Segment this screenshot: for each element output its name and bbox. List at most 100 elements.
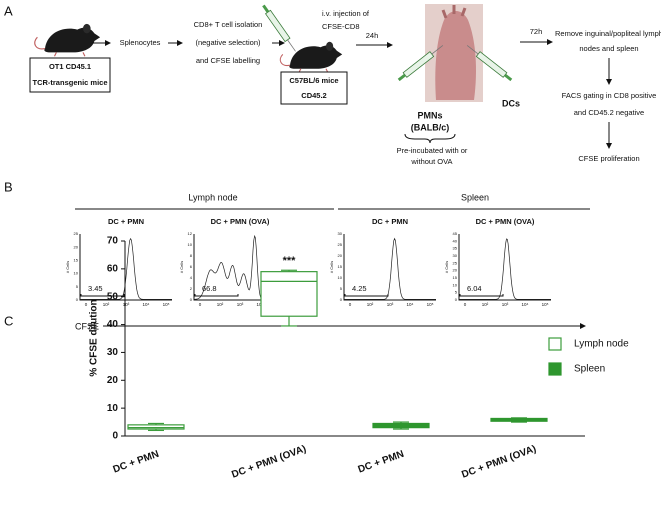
time-label: 72h — [530, 27, 543, 36]
significance: *** — [283, 255, 297, 267]
injection-text: i.v. injection of — [322, 9, 370, 18]
y-tick-label: 30 — [107, 347, 119, 358]
histogram-y-tick: 0 — [76, 297, 79, 302]
histogram-x-tick: 0 — [464, 302, 467, 307]
x-tick-label: DC + PMN — [112, 449, 161, 476]
histogram-x-tick: 10⁵ — [542, 302, 549, 307]
box — [260, 271, 318, 317]
histogram-x-tick: 10³ — [387, 302, 394, 307]
histogram-title: DC + PMN (OVA) — [211, 217, 270, 226]
histogram-y-tick: 5 — [340, 286, 343, 291]
histogram-x-tick: 10² — [103, 302, 110, 307]
histogram-y-tick: 40 — [453, 238, 458, 243]
histogram-curve — [80, 237, 172, 300]
gate-value: 66.8 — [202, 284, 217, 293]
histogram-title: DC + PMN — [108, 217, 144, 226]
mouse-icon — [34, 23, 101, 57]
gate-value: 3.45 — [88, 284, 103, 293]
histogram-y-tick: 6 — [190, 264, 193, 269]
histogram-y-tick: 0 — [190, 297, 193, 302]
histogram-y-tick: 30 — [453, 253, 458, 258]
histogram-y-tick: 0 — [340, 297, 343, 302]
panel-label: C — [4, 313, 13, 328]
panel-label: A — [4, 3, 13, 18]
legend-swatch — [548, 337, 562, 351]
histogram-y-tick: 0 — [455, 297, 458, 302]
group-title: Lymph node — [188, 192, 237, 202]
toes — [441, 5, 467, 19]
histogram-axes — [193, 234, 286, 301]
histogram-title: DC + PMN (OVA) — [476, 217, 535, 226]
preincubation-text: without OVA — [410, 157, 452, 166]
histogram-axes — [458, 234, 551, 301]
box — [372, 422, 430, 429]
time-label: 24h — [366, 31, 379, 40]
histogram-x-tick: 10³ — [502, 302, 509, 307]
histogram-x-tick: 10² — [217, 302, 224, 307]
donor-text: OT1 CD45.1 — [49, 62, 91, 71]
box — [127, 424, 185, 430]
gate — [80, 294, 125, 297]
dc-label: DCs — [502, 98, 520, 108]
x-tick-label: DC + PMN (OVA) — [230, 444, 307, 481]
histogram-x-tick: 10⁵ — [427, 302, 434, 307]
histogram-y-tick: 2 — [190, 286, 193, 291]
histogram-y-label: # Cells — [329, 261, 334, 273]
histogram-y-tick: 15 — [453, 275, 458, 280]
recipient-text: CD45.2 — [301, 91, 326, 100]
histogram-y-tick: 20 — [338, 253, 343, 258]
histogram-y-tick: 20 — [453, 268, 458, 273]
histogram-x-tick: 10⁴ — [257, 302, 264, 307]
group-title: Spleen — [461, 192, 489, 202]
x-tick-label: DC + PMN (OVA) — [460, 444, 537, 481]
step-text: CFSE proliferation — [578, 154, 639, 163]
step-text: FACS gating in CD8 positive — [562, 91, 657, 100]
histogram-x-tick: 10³ — [237, 302, 244, 307]
pmn-label: PMNs — [417, 110, 442, 120]
histogram-title: DC + PMN — [372, 217, 408, 226]
x-tick-label: DC + PMN — [357, 449, 406, 476]
gate — [344, 294, 389, 297]
y-tick-label: 60 — [107, 263, 119, 274]
histogram-y-tick: 30 — [338, 231, 343, 236]
panel-a: A OT1 CD45.1 TCR-transgenic mice Splenoc… — [4, 3, 661, 166]
donor-text: TCR-transgenic mice — [32, 78, 107, 87]
gate — [194, 294, 239, 297]
histogram-y-tick: 10 — [188, 242, 193, 247]
histogram-y-tick: 8 — [190, 253, 193, 258]
histogram-x-tick: 10² — [367, 302, 374, 307]
gate-value: 6.04 — [467, 284, 482, 293]
x-axis-label: CFSE — [75, 321, 99, 331]
y-tick-label: 40 — [107, 319, 119, 330]
panel-label: B — [4, 179, 13, 194]
recipient-text: C57BL/6 mice — [289, 76, 338, 85]
histogram-y-tick: 15 — [338, 264, 343, 269]
histogram-x-tick: 10² — [482, 302, 489, 307]
step-text: Remove inguinal/popliteal lymph — [555, 29, 661, 38]
histogram-y-tick: 15 — [74, 257, 79, 262]
recipient-box — [280, 71, 348, 105]
histogram-y-tick: 25 — [338, 242, 343, 247]
histogram-y-tick: 4 — [190, 275, 193, 280]
step-text: Splenocytes — [120, 38, 161, 47]
y-tick-label: 50 — [107, 291, 119, 302]
injection-text: CFSE-CD8 — [322, 22, 360, 31]
preincubation-text: Pre-incubated with or — [397, 146, 468, 155]
histogram-y-tick: 10 — [74, 271, 79, 276]
y-axis-label: % CFSE dilution — [89, 299, 100, 376]
paw — [435, 11, 476, 100]
histogram-y-tick: 5 — [76, 284, 79, 289]
histogram-y-tick: 10 — [453, 282, 458, 287]
histogram-y-tick: 25 — [74, 231, 79, 236]
gate — [459, 294, 504, 297]
mouse-icon — [279, 41, 343, 73]
histogram-x-tick: 0 — [85, 302, 88, 307]
histogram-y-tick: 5 — [455, 290, 458, 295]
brace — [404, 133, 456, 144]
y-tick-label: 20 — [107, 375, 119, 386]
histogram-x-tick: 10⁴ — [143, 302, 150, 307]
histogram-y-label: # Cells — [65, 261, 70, 273]
legend-label: Lymph node — [574, 339, 629, 350]
histogram-y-label: # Cells — [444, 261, 449, 273]
